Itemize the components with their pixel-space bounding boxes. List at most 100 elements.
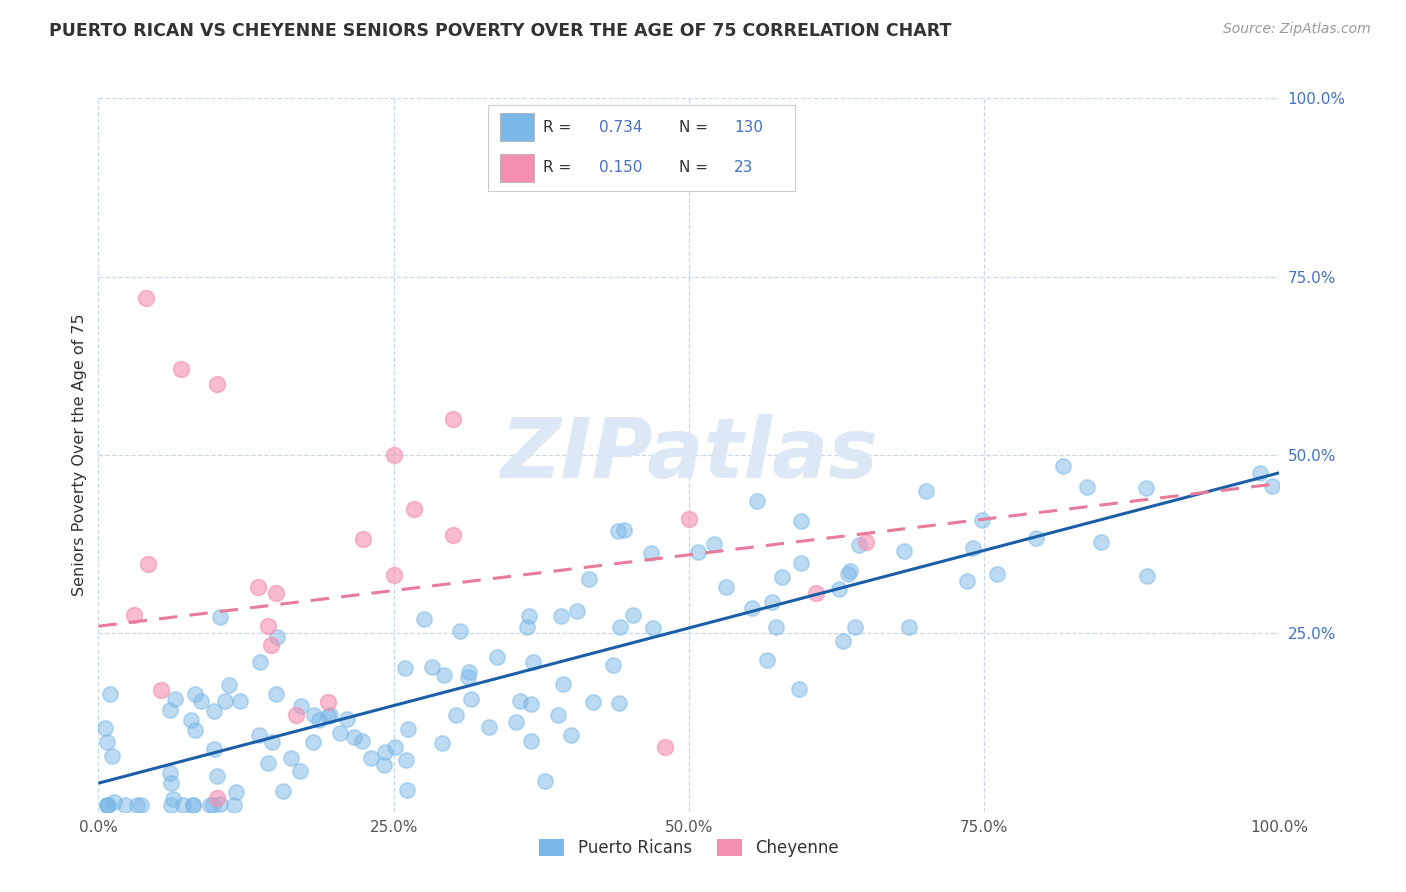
Point	[101, 749, 124, 764]
Point	[848, 538, 870, 552]
Point	[606, 524, 628, 538]
Point	[844, 620, 866, 634]
Point	[159, 776, 181, 790]
Point	[205, 376, 228, 391]
Point	[505, 715, 527, 730]
Point	[98, 687, 121, 701]
Point	[135, 291, 157, 305]
Point	[1090, 535, 1112, 549]
Point	[190, 694, 212, 708]
Point	[1076, 480, 1098, 494]
Point	[266, 630, 288, 644]
Point	[360, 751, 382, 765]
Point	[430, 736, 453, 750]
Point	[318, 707, 340, 722]
Point	[686, 545, 709, 559]
Point	[550, 608, 572, 623]
Point	[200, 797, 222, 812]
Point	[384, 739, 406, 754]
Point	[607, 696, 630, 710]
Point	[547, 707, 569, 722]
Point	[159, 765, 181, 780]
Point	[316, 695, 339, 709]
Point	[441, 528, 464, 542]
Point	[264, 687, 287, 701]
Point	[335, 712, 357, 726]
Point	[560, 728, 582, 742]
Point	[180, 713, 202, 727]
Point	[308, 713, 330, 727]
Point	[640, 546, 662, 560]
Point	[224, 797, 246, 812]
Point	[395, 783, 418, 797]
Point	[828, 582, 851, 596]
Text: ZIPatlas: ZIPatlas	[501, 415, 877, 495]
Point	[761, 595, 783, 609]
Point	[986, 566, 1008, 581]
Point	[654, 740, 676, 755]
Point	[129, 797, 152, 812]
Point	[396, 722, 419, 736]
Point	[103, 795, 125, 809]
Point	[551, 677, 574, 691]
Point	[413, 612, 436, 626]
Point	[352, 532, 374, 546]
Point	[765, 620, 787, 634]
Point	[714, 581, 737, 595]
Point	[201, 797, 224, 812]
Point	[257, 756, 280, 770]
Point	[271, 783, 294, 797]
Point	[441, 412, 464, 426]
Point	[122, 608, 145, 623]
Point	[373, 746, 395, 760]
Point	[301, 734, 323, 748]
Point	[247, 728, 270, 742]
Point	[208, 609, 231, 624]
Point	[703, 537, 725, 551]
Point	[755, 652, 778, 666]
Point	[302, 708, 325, 723]
Point	[970, 513, 993, 527]
Point	[420, 660, 443, 674]
Point	[96, 797, 118, 812]
Point	[395, 754, 418, 768]
Point	[444, 707, 467, 722]
Point	[898, 620, 921, 634]
Point	[181, 797, 204, 812]
Point	[184, 723, 207, 738]
Point	[162, 791, 184, 805]
Point	[159, 704, 181, 718]
Point	[770, 570, 793, 584]
Point	[609, 620, 631, 634]
Point	[567, 604, 589, 618]
Point	[520, 734, 543, 748]
Point	[93, 721, 115, 735]
Point	[382, 567, 405, 582]
Point	[509, 694, 531, 708]
Point	[522, 655, 544, 669]
Point	[478, 720, 501, 734]
Point	[288, 764, 311, 779]
Point	[789, 556, 811, 570]
Point	[228, 694, 250, 708]
Point	[613, 523, 636, 537]
Point	[394, 660, 416, 674]
Point	[787, 682, 810, 697]
Point	[97, 797, 120, 812]
Point	[96, 797, 118, 812]
Point	[257, 619, 280, 633]
Point	[832, 633, 855, 648]
Point	[806, 586, 828, 600]
Point	[1135, 481, 1157, 495]
Point	[202, 742, 225, 756]
Point	[516, 620, 538, 634]
Point	[1025, 531, 1047, 545]
Point	[486, 650, 509, 665]
Point	[962, 541, 984, 555]
Point	[260, 638, 283, 652]
Point	[519, 698, 541, 712]
Point	[218, 678, 240, 692]
Point	[373, 758, 395, 772]
Point	[621, 608, 644, 623]
Point	[1136, 568, 1159, 582]
